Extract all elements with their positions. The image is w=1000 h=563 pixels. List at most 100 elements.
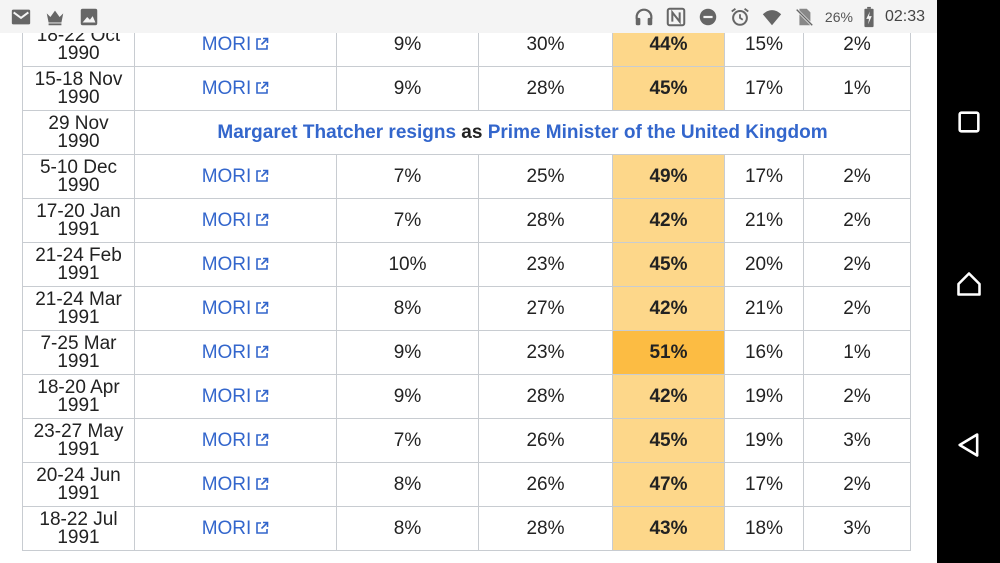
pollster-link[interactable]: MORI	[202, 298, 270, 319]
value-cell: 2%	[803, 374, 911, 419]
poll-date-year: 1991	[57, 350, 100, 372]
battery-charging-icon	[863, 6, 875, 28]
poll-date-range: 17-20 Jan	[36, 200, 121, 222]
poll-date: 7-25 Mar 1991	[22, 330, 135, 375]
wifi-icon	[761, 6, 783, 28]
pollster-cell: MORI	[134, 198, 337, 243]
pollster-link[interactable]: MORI	[202, 34, 270, 55]
poll-date-range: 29 Nov	[48, 112, 109, 134]
value-cell: 9%	[336, 66, 479, 111]
value-cell: 23%	[478, 330, 613, 375]
navigation-bar	[937, 0, 1000, 563]
table-row: 18-20 Apr 1991 MORI 9% 28% 42% 19% 2%	[22, 374, 911, 419]
alarm-icon	[729, 6, 751, 28]
pollster-name: MORI	[201, 165, 252, 187]
pollster-name: MORI	[201, 385, 252, 407]
table-row: 15-18 Nov 1990 MORI 9% 28% 45% 17% 1%	[22, 66, 911, 111]
poll-date-year: 1991	[57, 438, 100, 460]
no-sim-icon	[793, 6, 815, 28]
poll-date-range: 7-25 Mar	[40, 332, 117, 354]
poll-date-year: 1991	[57, 262, 100, 284]
pollster-link[interactable]: MORI	[202, 430, 270, 451]
lead-value-cell: 44%	[612, 33, 725, 67]
pollster-cell: MORI	[134, 462, 337, 507]
value-cell: 2%	[803, 462, 911, 507]
home-button[interactable]	[937, 254, 1000, 314]
value-cell: 21%	[724, 286, 804, 331]
pollster-name: MORI	[201, 253, 252, 275]
value-cell: 8%	[336, 286, 479, 331]
poll-date-range: 23-27 May	[33, 420, 124, 442]
lead-value-cell: 51%	[612, 330, 725, 375]
poll-date: 18-22 Oct 1990	[22, 33, 135, 67]
back-button[interactable]	[937, 415, 1000, 475]
pollster-cell: MORI	[134, 33, 337, 67]
value-cell: 17%	[724, 462, 804, 507]
external-link-icon	[256, 433, 269, 446]
lead-value-cell: 43%	[612, 506, 725, 551]
poll-date-year: 1990	[57, 42, 100, 64]
page-content: 18-22 Oct 1990 MORI 9% 30% 44% 15% 2% 15-18 Nov 1…	[0, 33, 937, 563]
table-row: 23-27 May 1991 MORI 7% 26% 45% 19% 3%	[22, 418, 911, 463]
table-row: 18-22 Jul 1991 MORI 8% 28% 43% 18% 3%	[22, 506, 911, 551]
value-cell: 27%	[478, 286, 613, 331]
lead-value-cell: 42%	[612, 374, 725, 419]
poll-date-range: 15-18 Nov	[34, 68, 123, 90]
pollster-link[interactable]: MORI	[202, 474, 270, 495]
lead-value-cell: 47%	[612, 462, 725, 507]
poll-date-year: 1991	[57, 218, 100, 240]
pollster-link[interactable]: MORI	[202, 166, 270, 187]
event-link-thatcher-resigns[interactable]: Margaret Thatcher resigns	[217, 121, 457, 143]
poll-date-range: 5-10 Dec	[39, 156, 118, 178]
do-not-disturb-icon	[697, 6, 719, 28]
poll-date-range: 21-24 Feb	[35, 244, 122, 266]
table-row: 29 Nov 1990 Margaret Thatcher resigns as P…	[22, 110, 911, 155]
poll-date: 17-20 Jan 1991	[22, 198, 135, 243]
recent-apps-button[interactable]	[937, 92, 1000, 152]
pollster-name: MORI	[201, 473, 252, 495]
value-cell: 19%	[724, 374, 804, 419]
value-cell: 19%	[724, 418, 804, 463]
value-cell: 30%	[478, 33, 613, 67]
pollster-name: MORI	[201, 297, 252, 319]
poll-date: 23-27 May 1991	[22, 418, 135, 463]
status-bar: 26% 02:33	[0, 0, 937, 33]
lead-value-cell: 45%	[612, 418, 725, 463]
pollster-cell: MORI	[134, 330, 337, 375]
event-link-prime-minister[interactable]: Prime Minister of the United Kingdom	[487, 121, 828, 143]
pollster-link[interactable]: MORI	[202, 518, 270, 539]
pollster-name: MORI	[201, 33, 252, 55]
poll-date: 18-20 Apr 1991	[22, 374, 135, 419]
value-cell: 8%	[336, 506, 479, 551]
gmail-icon	[10, 6, 32, 28]
value-cell: 17%	[724, 154, 804, 199]
value-cell: 9%	[336, 330, 479, 375]
external-link-icon	[256, 345, 269, 358]
value-cell: 2%	[803, 33, 911, 67]
pollster-link[interactable]: MORI	[202, 386, 270, 407]
poll-date: 21-24 Mar 1991	[22, 286, 135, 331]
value-cell: 2%	[803, 242, 911, 287]
external-link-icon	[256, 477, 269, 490]
value-cell: 9%	[336, 374, 479, 419]
external-link-icon	[256, 81, 269, 94]
value-cell: 10%	[336, 242, 479, 287]
lead-value-cell: 42%	[612, 286, 725, 331]
value-cell: 2%	[803, 198, 911, 243]
value-cell: 25%	[478, 154, 613, 199]
pollster-cell: MORI	[134, 418, 337, 463]
pollster-link[interactable]: MORI	[202, 342, 270, 363]
pollster-link[interactable]: MORI	[202, 254, 270, 275]
pollster-cell: MORI	[134, 506, 337, 551]
external-link-icon	[256, 213, 269, 226]
poll-date-year: 1991	[57, 306, 100, 328]
value-cell: 28%	[478, 374, 613, 419]
pollster-link[interactable]: MORI	[202, 78, 270, 99]
pollster-cell: MORI	[134, 154, 337, 199]
event-text: as	[461, 121, 483, 143]
poll-date-year: 1991	[57, 482, 100, 504]
external-link-icon	[256, 169, 269, 182]
external-link-icon	[256, 521, 269, 534]
poll-date-range: 18-22 Oct	[36, 33, 121, 46]
pollster-link[interactable]: MORI	[202, 210, 270, 231]
